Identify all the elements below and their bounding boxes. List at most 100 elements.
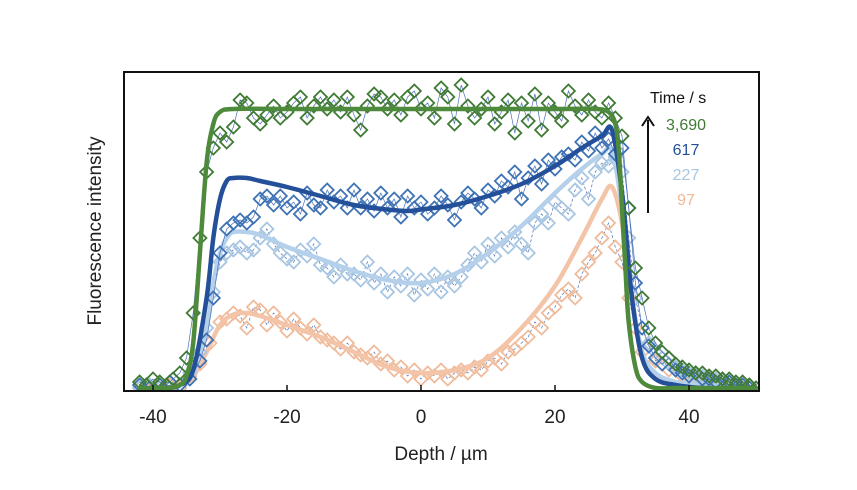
data-point-diamond [500,179,516,195]
data-point-diamond [373,89,389,105]
data-point-diamond [453,194,469,210]
data-point-diamond [567,182,583,198]
data-point-diamond [326,92,342,108]
data-point-diamond [486,116,503,132]
data-point-diamond [681,368,697,384]
data-point-diamond [574,170,590,186]
data-point-diamond [252,116,268,132]
data-point-diamond [279,251,295,267]
legend: Time / s 3,690 617 227 97 [641,90,706,213]
data-point-diamond [419,281,436,297]
data-point-diamond [480,89,496,105]
series-3690 [131,77,759,390]
data-point-diamond [393,359,409,375]
data-point-diamond [366,344,382,360]
series-97 [131,183,759,390]
data-point-diamond [272,188,289,204]
data-point-diamond [406,83,423,99]
data-point-diamond [151,380,168,390]
data-point-diamond [399,266,416,282]
data-point-diamond [433,362,449,378]
data-point-diamond [326,269,342,285]
data-point-diamond [306,98,322,114]
data-point-diamond [225,215,242,231]
data-point-diamond [366,275,382,291]
data-point-diamond [312,200,329,216]
data-point-diamond [446,278,463,294]
data-point-diamond [413,272,429,288]
data-point-diamond [687,365,704,381]
data-point-diamond [440,89,456,105]
data-point-diamond [620,200,637,216]
data-point-diamond [473,200,490,216]
data-point-diamond [131,377,148,390]
data-point-diamond [453,77,469,93]
data-point-diamond [406,362,423,378]
data-point-diamond [359,254,376,270]
data-point-diamond [520,329,536,345]
data-point-diamond [239,245,255,261]
data-point-diamond [306,236,322,252]
x-tick-label: 40 [678,407,699,428]
data-point-diamond [574,266,590,282]
data-point-diamond [553,113,570,129]
data-point-diamond [574,107,590,123]
data-point-diamond [594,110,610,126]
x-tick-label: -20 [273,407,300,428]
x-tick-label: 0 [416,407,427,428]
series-layer [131,77,759,390]
data-point-diamond [641,338,657,354]
data-point-diamond [547,299,563,315]
data-point-diamond [352,272,369,288]
data-point-diamond [634,290,650,306]
data-point-diamond [500,92,516,108]
data-point-diamond [553,200,570,216]
data-point-diamond [507,164,523,180]
data-point-diamond [285,194,302,210]
data-point-diamond [259,107,275,123]
data-point-diamond [373,185,389,201]
data-point-diamond [433,80,449,96]
x-axis-label: Depth / µm [394,444,487,465]
data-point-diamond [379,284,396,300]
data-point-diamond [433,188,449,204]
data-point-diamond [587,164,603,180]
data-point-diamond [379,200,396,216]
data-point-diamond [567,98,583,114]
data-point-diamond [393,107,409,123]
data-point-diamond [540,152,557,168]
data-point-diamond [285,254,302,270]
data-point-diamond [426,110,443,126]
data-point-diamond [440,197,456,213]
data-point-diamond [386,191,402,207]
data-point-diamond [500,239,516,255]
legend-entry-3690: 3,690 [666,117,706,134]
data-point-diamond [493,356,510,372]
data-point-diamond [218,134,235,150]
data-point-diamond [212,245,228,261]
data-point-diamond [540,215,557,231]
data-point-diamond [346,107,362,123]
data-point-diamond [239,320,255,336]
x-tick-label: 20 [544,407,565,428]
data-point-diamond [533,176,550,192]
data-point-diamond [386,92,402,108]
legend-entry-97: 97 [677,192,695,209]
data-point-diamond [520,113,536,129]
data-point-diamond [212,125,228,141]
data-point-diamond [594,140,610,156]
legend-entry-617: 617 [673,142,700,159]
data-point-diamond [641,320,657,336]
data-point-diamond [172,365,188,381]
data-point-diamond [245,242,262,258]
data-point-diamond [225,242,242,258]
data-point-diamond [520,245,536,261]
data-point-diamond [607,239,624,255]
data-point-diamond [520,170,536,186]
data-point-diamond [714,371,731,387]
data-point-diamond [527,158,543,174]
data-point-diamond [299,110,315,126]
data-point-diamond [567,290,583,306]
legend-entry-227: 227 [673,167,700,184]
data-point-diamond [507,125,523,141]
